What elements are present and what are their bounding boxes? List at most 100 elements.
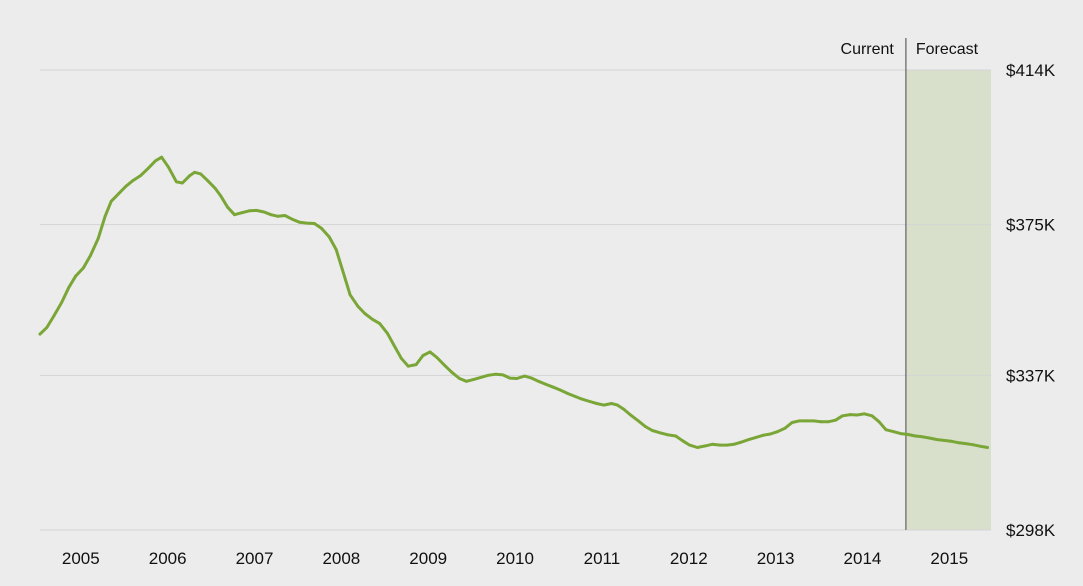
data-point (834, 418, 837, 422)
data-point (537, 379, 540, 383)
series-line (38, 155, 989, 449)
data-point (921, 435, 924, 439)
y-tick-label: $375K (1006, 216, 1056, 235)
data-point (371, 318, 374, 321)
data-point (247, 209, 251, 213)
data-point (797, 419, 801, 423)
data-point (544, 383, 548, 386)
data-point (96, 237, 100, 240)
data-point (82, 266, 85, 270)
data-point (566, 392, 570, 395)
data-point (435, 356, 439, 359)
data-point (290, 217, 294, 221)
data-point (710, 442, 714, 446)
data-point (240, 211, 243, 215)
data-point (776, 430, 779, 434)
data-point (131, 179, 135, 183)
x-tick-label: 2007 (236, 549, 274, 568)
data-point (356, 304, 360, 308)
data-point (906, 433, 909, 436)
data-point (508, 376, 512, 380)
data-point (206, 179, 210, 183)
data-point (558, 388, 562, 392)
y-tick-label: $298K (1006, 521, 1056, 540)
data-point (747, 438, 751, 441)
data-point (602, 403, 606, 407)
data-point (160, 155, 164, 159)
forecast-region (905, 70, 991, 530)
data-point (320, 226, 323, 230)
data-point (643, 425, 647, 428)
data-point (378, 322, 381, 325)
data-point (327, 235, 331, 239)
data-point (465, 379, 468, 383)
x-tick-label: 2011 (584, 549, 621, 568)
data-point (340, 267, 344, 271)
data-point (610, 402, 613, 405)
data-point (530, 376, 533, 380)
data-point (927, 436, 931, 440)
y-tick-label: $337K (1006, 366, 1056, 385)
data-point (276, 214, 280, 218)
y-tick-label: $414K (1006, 61, 1056, 80)
data-point (392, 343, 395, 346)
x-axis-tick-labels: 2005 2006 2007 2008 2009 2010 2011 2012 2013 2014… (62, 549, 968, 568)
data-point (877, 420, 881, 424)
data-point (588, 400, 592, 403)
data-point (421, 354, 425, 357)
data-point (870, 414, 874, 418)
data-point (674, 434, 678, 438)
data-point (283, 214, 287, 217)
data-point (103, 214, 107, 218)
data-point (124, 184, 128, 188)
data-point (298, 220, 302, 224)
data-point (957, 441, 961, 445)
data-point (732, 442, 736, 446)
data-point (45, 326, 49, 329)
data-point (334, 248, 338, 252)
data-point (67, 286, 71, 290)
data-point (979, 444, 982, 448)
forecast-band (905, 70, 991, 530)
data-point (399, 356, 403, 360)
x-tick-label: 2010 (496, 549, 534, 568)
data-point (848, 413, 852, 416)
data-point (117, 191, 121, 195)
data-point (181, 181, 184, 185)
data-point (884, 428, 888, 432)
x-tick-label: 2006 (149, 549, 187, 568)
gridlines (40, 69, 991, 531)
data-point (193, 170, 197, 174)
data-point (650, 429, 654, 432)
data-point (458, 377, 461, 380)
data-point (38, 332, 42, 336)
data-point (175, 180, 178, 184)
data-point (60, 301, 64, 304)
data-point (935, 438, 939, 441)
data-point (139, 174, 143, 177)
data-point (386, 331, 389, 335)
data-point (147, 166, 151, 170)
data-point (406, 364, 410, 368)
data-point (167, 165, 170, 169)
data-point (313, 222, 316, 225)
data-point (986, 446, 989, 449)
data-point (740, 440, 744, 444)
x-tick-label: 2012 (670, 549, 708, 568)
data-point (855, 413, 859, 417)
data-point (769, 432, 772, 436)
data-point (515, 377, 519, 380)
y-axis-tick-labels: $414K $375K $337K $298K (1006, 61, 1056, 540)
data-point (725, 443, 729, 447)
data-point (681, 439, 685, 443)
data-point (269, 213, 273, 217)
data-point (262, 210, 266, 214)
data-point (486, 373, 490, 377)
forecast-label: Forecast (916, 41, 979, 58)
data-point (428, 350, 432, 354)
data-point (666, 433, 670, 437)
data-point (226, 205, 230, 209)
data-point (622, 407, 625, 411)
x-tick-label: 2008 (322, 549, 360, 568)
